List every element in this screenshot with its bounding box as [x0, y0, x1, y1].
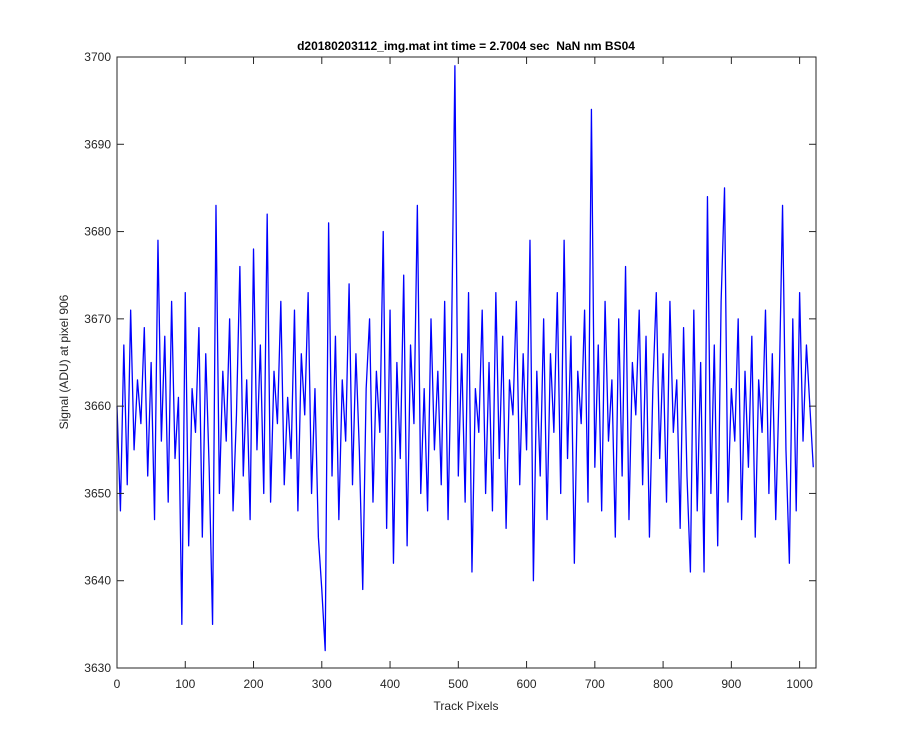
- y-tick-label: 3640: [84, 574, 111, 588]
- x-tick-label: 300: [312, 677, 332, 691]
- y-tick-label: 3670: [84, 312, 111, 326]
- x-axis-label: Track Pixels: [434, 699, 499, 713]
- x-tick-label: 1000: [786, 677, 813, 691]
- y-axis-label: Signal (ADU) at pixel 906: [57, 294, 71, 429]
- x-tick-label: 400: [380, 677, 400, 691]
- y-tick-label: 3690: [84, 137, 111, 151]
- axes-box: [116, 56, 817, 669]
- y-tick-label: 3660: [84, 399, 111, 413]
- x-tick-label: 800: [653, 677, 673, 691]
- x-tick-label: 700: [585, 677, 605, 691]
- y-tick-label: 3650: [84, 486, 111, 500]
- x-tick-label: 500: [448, 677, 468, 691]
- x-tick-label: 900: [721, 677, 741, 691]
- chart-title: d20180203112_img.mat int time = 2.7004 s…: [297, 39, 635, 53]
- y-tick-label: 3680: [84, 225, 111, 239]
- y-tick-label: 3700: [84, 50, 111, 64]
- data-line: [116, 65, 814, 652]
- x-tick-label: 100: [175, 677, 195, 691]
- x-tick-label: 0: [114, 677, 121, 691]
- y-tick-label: 3630: [84, 661, 111, 675]
- plot-area: [117, 57, 816, 668]
- x-tick-label: 600: [517, 677, 537, 691]
- x-tick-label: 200: [244, 677, 264, 691]
